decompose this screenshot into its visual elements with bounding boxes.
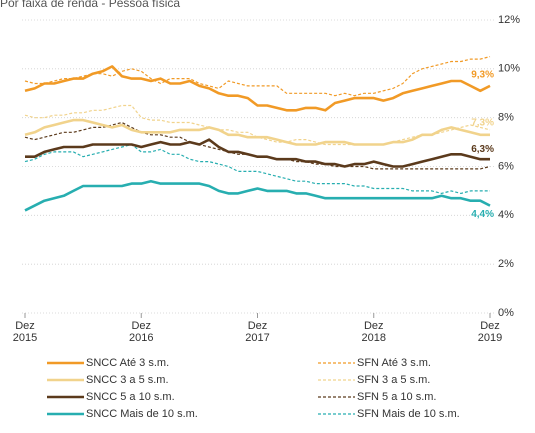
- end-label: 9,3%: [471, 70, 494, 81]
- legend-label: SNCC Até 3 s.m.: [86, 357, 169, 369]
- y-tick-label: 8%: [498, 112, 514, 124]
- y-tick-label: 4%: [498, 209, 514, 221]
- y-tick-label: 12%: [498, 14, 520, 26]
- legend-label: SNCC 5 a 10 s.m.: [86, 391, 175, 403]
- x-tick-label: Dez 2018: [361, 320, 386, 344]
- series-line: [24, 104, 491, 146]
- end-label: 4,4%: [471, 209, 494, 220]
- x-tick-label: Dez 2019: [477, 320, 503, 344]
- y-tick-label: 10%: [498, 63, 520, 75]
- series-line: [24, 65, 491, 112]
- x-tick-label: Dez 2017: [245, 320, 270, 344]
- x-tick-label: Dez 2015: [12, 320, 38, 344]
- legend-label: SFN Mais de 10 s.m.: [357, 408, 460, 420]
- series-line: [24, 179, 491, 212]
- legend-label: SFN 5 a 10 s.m.: [357, 391, 436, 403]
- end-label: 7,3%: [471, 117, 494, 128]
- chart-title: Por faixa de renda - Pessoa física: [0, 0, 180, 10]
- y-tick-label: 2%: [498, 258, 514, 270]
- legend-label: SFN 3 a 5 s.m.: [357, 374, 430, 386]
- series-line: [24, 56, 491, 97]
- series-line: [24, 118, 490, 146]
- legend-label: SFN Até 3 s.m.: [357, 357, 431, 369]
- series-line: [24, 143, 490, 194]
- x-tick-label: Dez 2016: [129, 320, 154, 344]
- legend-label: SNCC 3 a 5 s.m.: [86, 374, 169, 386]
- legend-label: SNCC Mais de 10 s.m.: [86, 408, 198, 420]
- end-label: 6,3%: [471, 144, 494, 155]
- series-line: [25, 138, 490, 168]
- y-tick-label: 0%: [498, 307, 514, 319]
- y-tick-label: 6%: [498, 160, 514, 172]
